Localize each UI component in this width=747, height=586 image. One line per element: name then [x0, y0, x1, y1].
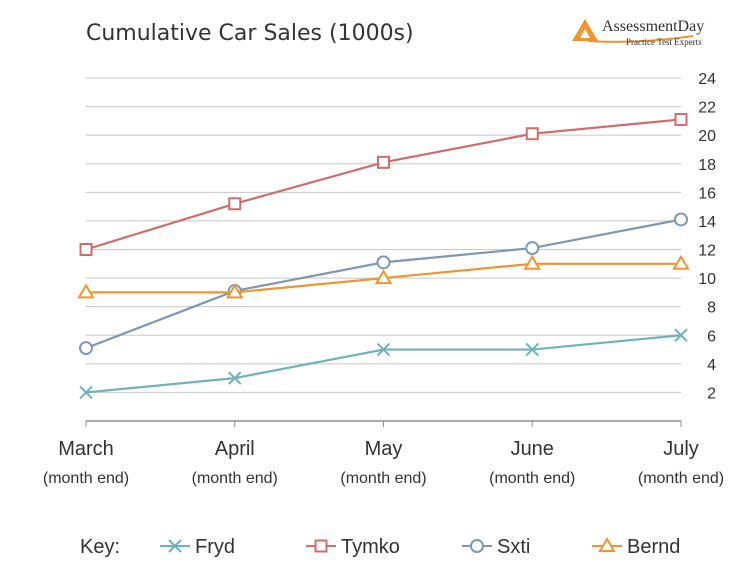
y-tick-label: 18 — [698, 157, 716, 174]
legend-item-sxti: Sxti — [462, 536, 530, 558]
y-tick-label: 8 — [707, 300, 716, 317]
x-tick-label: May — [365, 438, 403, 460]
data-point-sxti — [376, 255, 391, 270]
legend-label-tymko: Tymko — [341, 536, 400, 558]
logo: AssessmentDay Practice Test Experts — [572, 18, 704, 47]
legend-item-fryd: Fryd — [160, 536, 235, 558]
chart-title: Cumulative Car Sales (1000s) — [86, 21, 414, 46]
legend-label-bernd: Bernd — [627, 536, 680, 558]
data-point-bernd — [374, 269, 393, 285]
x-tick-sublabel: (month end) — [638, 470, 724, 487]
legend-marker-bernd — [598, 537, 616, 552]
data-point-sxti — [525, 241, 540, 256]
x-tick-sublabel: (month end) — [43, 470, 129, 487]
legend-marker-fryd — [168, 539, 182, 553]
series-fryd — [79, 328, 688, 400]
x-tick-label: July — [663, 438, 699, 460]
y-tick-label: 22 — [698, 100, 716, 117]
data-point-bernd — [672, 254, 690, 270]
series-bernd — [77, 254, 690, 299]
legend-label-sxti: Sxti — [497, 536, 530, 558]
y-tick-label: 4 — [707, 357, 716, 374]
series-line-tymko — [85, 118, 682, 251]
legend-marker-tymko — [314, 539, 328, 553]
data-point-bernd — [523, 254, 541, 270]
logo-swoosh-icon — [587, 35, 694, 43]
data-point-fryd — [79, 385, 93, 400]
data-point-fryd — [376, 342, 391, 357]
legend-item-bernd: Bernd — [592, 536, 680, 558]
data-point-tymko — [525, 127, 539, 141]
legend-label-fryd: Fryd — [195, 536, 235, 558]
data-point-sxti — [674, 212, 688, 227]
logo-mark-icon — [572, 19, 598, 41]
y-tick-label: 12 — [698, 243, 716, 260]
y-tick-label: 10 — [698, 271, 716, 288]
y-tick-label: 2 — [707, 385, 716, 402]
data-point-bernd — [226, 283, 244, 299]
logo-name: AssessmentDay — [602, 18, 704, 35]
y-tick-label: 16 — [698, 185, 716, 202]
x-tick-label: June — [511, 438, 554, 460]
series-tymko — [79, 112, 688, 256]
legend-key-label: Key: — [80, 536, 120, 558]
data-point-tymko — [674, 112, 688, 126]
data-point-fryd — [525, 342, 539, 357]
grid — [86, 77, 681, 422]
y-tick-label: 14 — [698, 214, 716, 231]
legend-item-tymko: Tymko — [306, 536, 400, 558]
x-tick-label: April — [215, 438, 255, 460]
x-tick-sublabel: (month end) — [192, 470, 278, 487]
y-tick-label: 24 — [698, 71, 716, 88]
data-point-tymko — [228, 197, 242, 211]
series — [77, 112, 690, 400]
logo-tagline: Practice Test Experts — [626, 37, 702, 47]
x-tick-sublabel: (month end) — [340, 470, 426, 487]
data-point-tymko — [377, 155, 390, 169]
x-axis-ticks: March (month end) April (month end) May (mont… — [43, 421, 724, 487]
x-tick-label: March — [58, 438, 114, 460]
data-point-tymko — [79, 243, 93, 256]
legend: Key: Fryd Tymko Sxti Bernd — [80, 536, 680, 558]
legend-marker-sxti — [470, 539, 484, 553]
y-tick-label: 20 — [698, 128, 716, 145]
data-point-bernd — [77, 283, 95, 299]
data-point-sxti — [79, 341, 93, 356]
data-point-fryd — [674, 328, 688, 342]
x-tick-sublabel: (month end) — [489, 470, 575, 487]
y-tick-label: 6 — [707, 328, 716, 345]
data-point-fryd — [228, 371, 242, 385]
